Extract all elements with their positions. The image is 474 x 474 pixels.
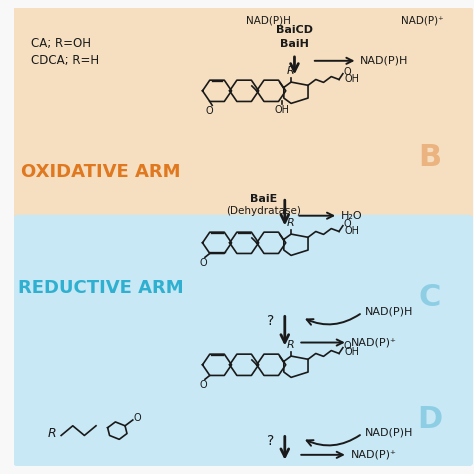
Text: NAD(P)⁺: NAD(P)⁺ — [351, 337, 397, 347]
Text: OH: OH — [345, 347, 360, 357]
Text: O: O — [344, 219, 352, 229]
Text: R: R — [286, 219, 294, 228]
Text: BaiH: BaiH — [280, 38, 309, 48]
Text: NAD(P)H: NAD(P)H — [365, 307, 413, 317]
Text: O: O — [344, 341, 352, 351]
Text: ?: ? — [267, 314, 274, 328]
Text: OH: OH — [274, 105, 290, 115]
Text: NAD(P)H: NAD(P)H — [365, 428, 413, 438]
Text: O: O — [199, 380, 207, 390]
Text: B: B — [419, 143, 442, 172]
Text: O: O — [134, 413, 141, 423]
Text: NAD(P)⁺: NAD(P)⁺ — [401, 15, 444, 25]
Text: R: R — [286, 66, 294, 76]
Text: C: C — [419, 283, 441, 312]
Text: OXIDATIVE ARM: OXIDATIVE ARM — [21, 163, 181, 181]
Text: ?: ? — [267, 434, 274, 448]
Text: R: R — [47, 427, 56, 440]
Text: H₂O: H₂O — [341, 211, 363, 221]
FancyBboxPatch shape — [13, 215, 474, 466]
Text: BaiE: BaiE — [250, 194, 277, 204]
Text: O: O — [205, 106, 213, 116]
Text: R: R — [286, 340, 294, 350]
Text: O: O — [344, 67, 352, 77]
Text: NAD(P)⁺: NAD(P)⁺ — [351, 450, 397, 460]
Text: D: D — [418, 404, 443, 434]
Text: CA; R=OH: CA; R=OH — [31, 36, 91, 50]
Text: O: O — [199, 258, 207, 268]
Text: CDCA; R=H: CDCA; R=H — [31, 54, 99, 67]
Text: OH: OH — [345, 73, 360, 83]
Text: REDUCTIVE ARM: REDUCTIVE ARM — [18, 279, 183, 297]
Text: OH: OH — [345, 226, 360, 236]
Text: NAD(P)H: NAD(P)H — [360, 56, 409, 66]
Text: (Dehydratase): (Dehydratase) — [226, 206, 301, 216]
Text: BaiCD: BaiCD — [276, 25, 313, 35]
FancyBboxPatch shape — [13, 7, 474, 221]
Text: NAD(P)H: NAD(P)H — [246, 15, 291, 25]
